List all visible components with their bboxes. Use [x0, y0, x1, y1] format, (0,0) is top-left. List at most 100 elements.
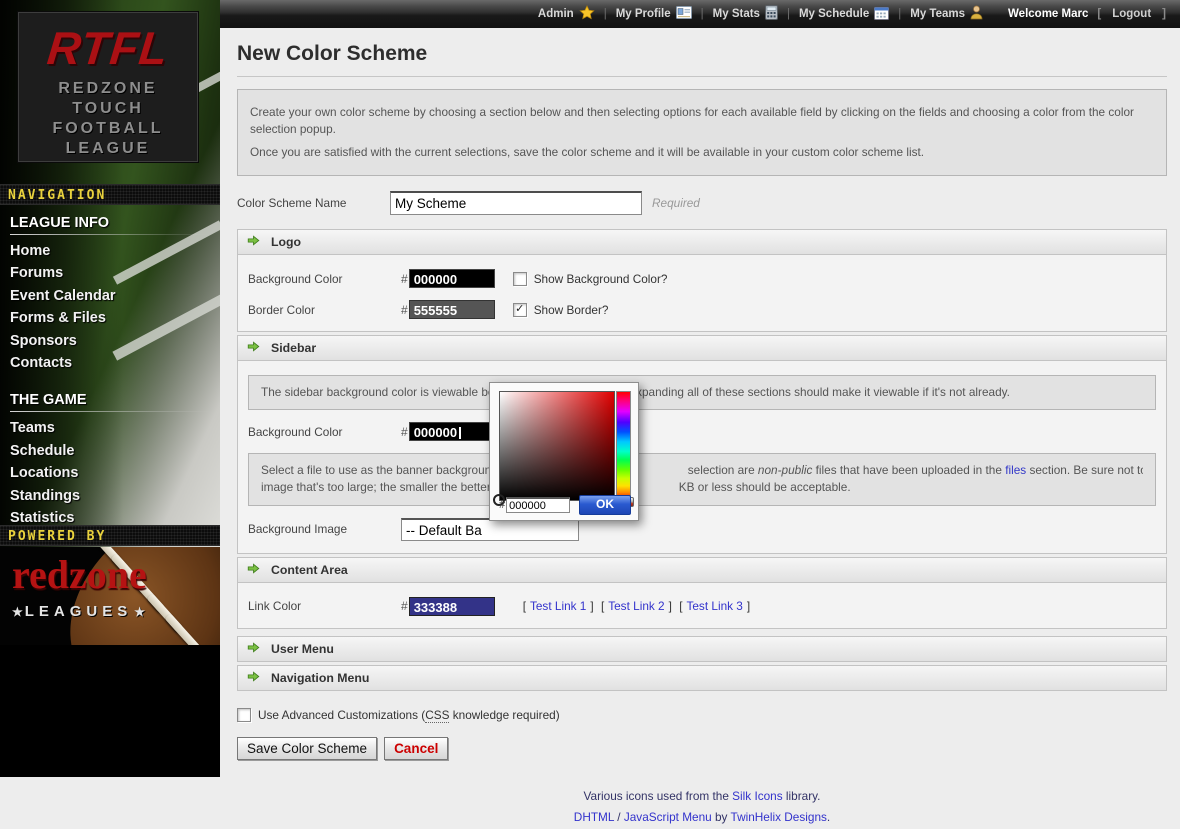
sidebar-item-home[interactable]: Home	[10, 243, 51, 259]
topbar-item-my-teams[interactable]: My Teams	[910, 5, 983, 23]
sidebar-item-event-calendar[interactable]: Event Calendar	[10, 287, 116, 304]
sidebar-item-sponsors[interactable]: Sponsors	[10, 332, 77, 349]
sidebar-item-schedule[interactable]: Schedule	[10, 442, 75, 459]
css-abbr: CSS	[425, 707, 450, 723]
topbar-item-my-profile[interactable]: My Profile	[616, 6, 692, 22]
color-picker-popup: # OK	[489, 382, 639, 521]
section-body-logo: Background Color # 000000 Show Backgroun…	[237, 255, 1167, 333]
section-header-logo[interactable]: Logo	[237, 229, 1167, 256]
hash-prefix: #	[401, 271, 408, 286]
league-logo-line: FOOTBALL	[52, 120, 164, 137]
calendar-icon	[874, 6, 890, 23]
background-image-note-box: Select a file to use as the banner backg…	[248, 453, 1156, 506]
background-color-label: Background Color	[248, 271, 343, 286]
topbar-item-label: Admin	[537, 8, 574, 20]
topbar-item-label: My Profile	[615, 8, 671, 20]
section-header-navigation-menu[interactable]: Navigation Menu	[237, 664, 1167, 691]
sidebar-item-forums[interactable]: Forums	[10, 265, 64, 282]
label-text: Use Advanced Customizations (	[258, 707, 426, 722]
title-divider	[237, 76, 1167, 77]
sidebar-nav: LEAGUE INFO Home Forums Event Calendar F…	[10, 210, 210, 529]
bracket: ]	[1162, 8, 1166, 20]
color-scheme-name-input[interactable]	[390, 191, 642, 216]
league-logo-acronym: RTFL	[44, 22, 172, 74]
sidebar-item-teams[interactable]: Teams	[10, 420, 55, 437]
sidebar: RTFL REDZONE TOUCH FOOTBALL LEAGUE NAVIG…	[0, 0, 220, 777]
link-color-swatch[interactable]: 333388	[408, 596, 495, 616]
background-image-select[interactable]: -- Default Ba	[401, 517, 579, 541]
color-scheme-name-row: Color Scheme Name Required	[237, 191, 1167, 216]
test-link-1[interactable]: Test Link 1	[529, 599, 587, 614]
twinhelix-designs-link[interactable]: TwinHelix Designs	[730, 810, 827, 825]
league-logo-line: LEAGUE	[65, 140, 151, 157]
topbar-item-my-schedule[interactable]: My Schedule	[798, 6, 890, 23]
green-arrow-icon	[247, 670, 260, 686]
topbar-item-label: My Schedule	[798, 8, 870, 20]
vcard-icon	[675, 6, 692, 22]
show-border-checkbox[interactable]: ✓	[512, 302, 527, 317]
topbar-item-label: My Stats	[712, 8, 760, 20]
test-links: [Test Link 1] [Test Link 2] [Test Link 3…	[521, 599, 752, 613]
logout-link[interactable]: Logout	[1112, 8, 1152, 20]
topbar-item-my-stats[interactable]: My Stats	[713, 5, 778, 23]
separator: |	[898, 8, 902, 20]
section-header-sidebar[interactable]: Sidebar	[237, 335, 1167, 362]
use-advanced-customizations-checkbox[interactable]	[237, 707, 251, 722]
section-title: Navigation Menu	[271, 670, 370, 685]
league-logo-line: REDZONE	[58, 80, 158, 97]
sidebar-item-contacts[interactable]: Contacts	[10, 355, 73, 372]
hex-color-input[interactable]	[506, 497, 571, 513]
label-text: knowledge required)	[449, 707, 560, 722]
main-content: New Color Scheme Create your own color s…	[220, 28, 1180, 824]
hue-slider-bar[interactable]	[616, 391, 631, 501]
save-color-scheme-button[interactable]: Save Color Scheme	[237, 736, 378, 760]
bracket: [	[522, 599, 526, 614]
nav-heading-league-info: LEAGUE INFO	[10, 210, 210, 235]
sidebar-item-statistics[interactable]: Statistics	[10, 510, 75, 527]
sidebar-item-standings[interactable]: Standings	[10, 487, 81, 504]
section-title: Content Area	[271, 562, 348, 577]
nav-heading-the-game: THE GAME	[10, 387, 210, 413]
javascript-menu-link[interactable]: JavaScript Menu	[623, 810, 712, 825]
logo-border-color-swatch[interactable]: 555555	[408, 300, 495, 320]
separator: |	[700, 8, 704, 20]
advanced-customizations-label: Use Advanced Customizations (CSS knowled…	[258, 707, 560, 723]
files-link[interactable]: files	[1005, 463, 1027, 478]
section-header-content-area[interactable]: Content Area	[237, 556, 1167, 583]
brand-subtitle-label: LEAGUES	[24, 603, 133, 620]
topbar-item-admin[interactable]: Admin	[538, 5, 595, 23]
footer-menu-credit: DHTML / JavaScript Menu by TwinHelix Des…	[237, 807, 1167, 829]
dhtml-link[interactable]: DHTML	[573, 810, 614, 825]
user-icon	[970, 5, 983, 23]
color-scheme-name-label: Color Scheme Name	[237, 196, 347, 211]
cancel-button[interactable]: Cancel	[384, 736, 449, 760]
powered-by-header: POWERED BY	[0, 525, 220, 546]
form-buttons: Save Color Scheme Cancel	[237, 736, 1167, 760]
green-arrow-icon	[247, 562, 260, 578]
logo-background-color-swatch[interactable]: 000000	[408, 269, 495, 289]
star-icon: ★	[12, 604, 23, 619]
test-link-2[interactable]: Test Link 2	[608, 599, 665, 614]
green-arrow-icon	[247, 340, 260, 356]
background-image-label: Background Image	[248, 522, 348, 537]
color-selection-indicator	[493, 494, 505, 506]
checkmark-icon: ✓	[515, 303, 525, 316]
ok-button[interactable]: OK	[579, 495, 631, 515]
section-header-user-menu[interactable]: User Menu	[237, 635, 1167, 662]
show-background-color-checkbox[interactable]	[512, 271, 527, 286]
footer-text: /	[614, 810, 624, 825]
green-arrow-icon	[247, 234, 260, 250]
sidebar-background-color-swatch[interactable]: 000000	[408, 422, 495, 442]
note-text: selection are	[687, 463, 758, 478]
note-text-emphasis: non-public	[757, 463, 813, 478]
color-gradient-area[interactable]	[499, 391, 615, 501]
footer-text: library.	[782, 788, 821, 803]
bracket: ]	[746, 599, 751, 614]
silk-icons-link[interactable]: Silk Icons	[732, 788, 783, 803]
sidebar-item-locations[interactable]: Locations	[10, 465, 79, 482]
footer-text: .	[826, 810, 831, 825]
footer-text: Various icons used from the	[583, 788, 733, 803]
separator: |	[603, 8, 607, 20]
test-link-3[interactable]: Test Link 3	[686, 599, 743, 614]
sidebar-item-forms-files[interactable]: Forms & Files	[10, 310, 106, 327]
